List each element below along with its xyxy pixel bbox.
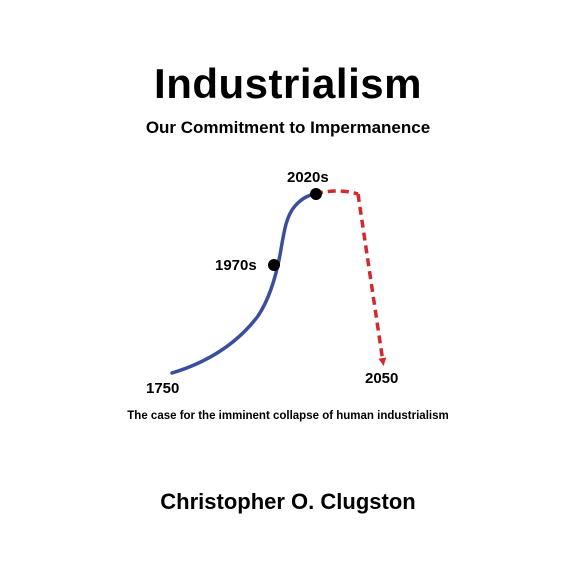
projected-collapse-arrow bbox=[356, 193, 387, 366]
label-2050: 2050 bbox=[365, 370, 398, 387]
label-1970s: 1970s bbox=[215, 257, 257, 274]
marker-1970s bbox=[268, 259, 280, 271]
book-subtitle: Our Commitment to Impermanence bbox=[145, 118, 431, 137]
label-1750: 1750 bbox=[146, 380, 179, 397]
book-title: Industrialism bbox=[154, 60, 422, 107]
book-tagline: The case for the imminent collapse of hu… bbox=[127, 410, 449, 422]
historical-growth-curve bbox=[170, 192, 317, 375]
author-name: Christopher O. Clugston bbox=[160, 489, 416, 514]
marker-2020s bbox=[310, 188, 322, 200]
label-2020s: 2020s bbox=[287, 169, 329, 186]
